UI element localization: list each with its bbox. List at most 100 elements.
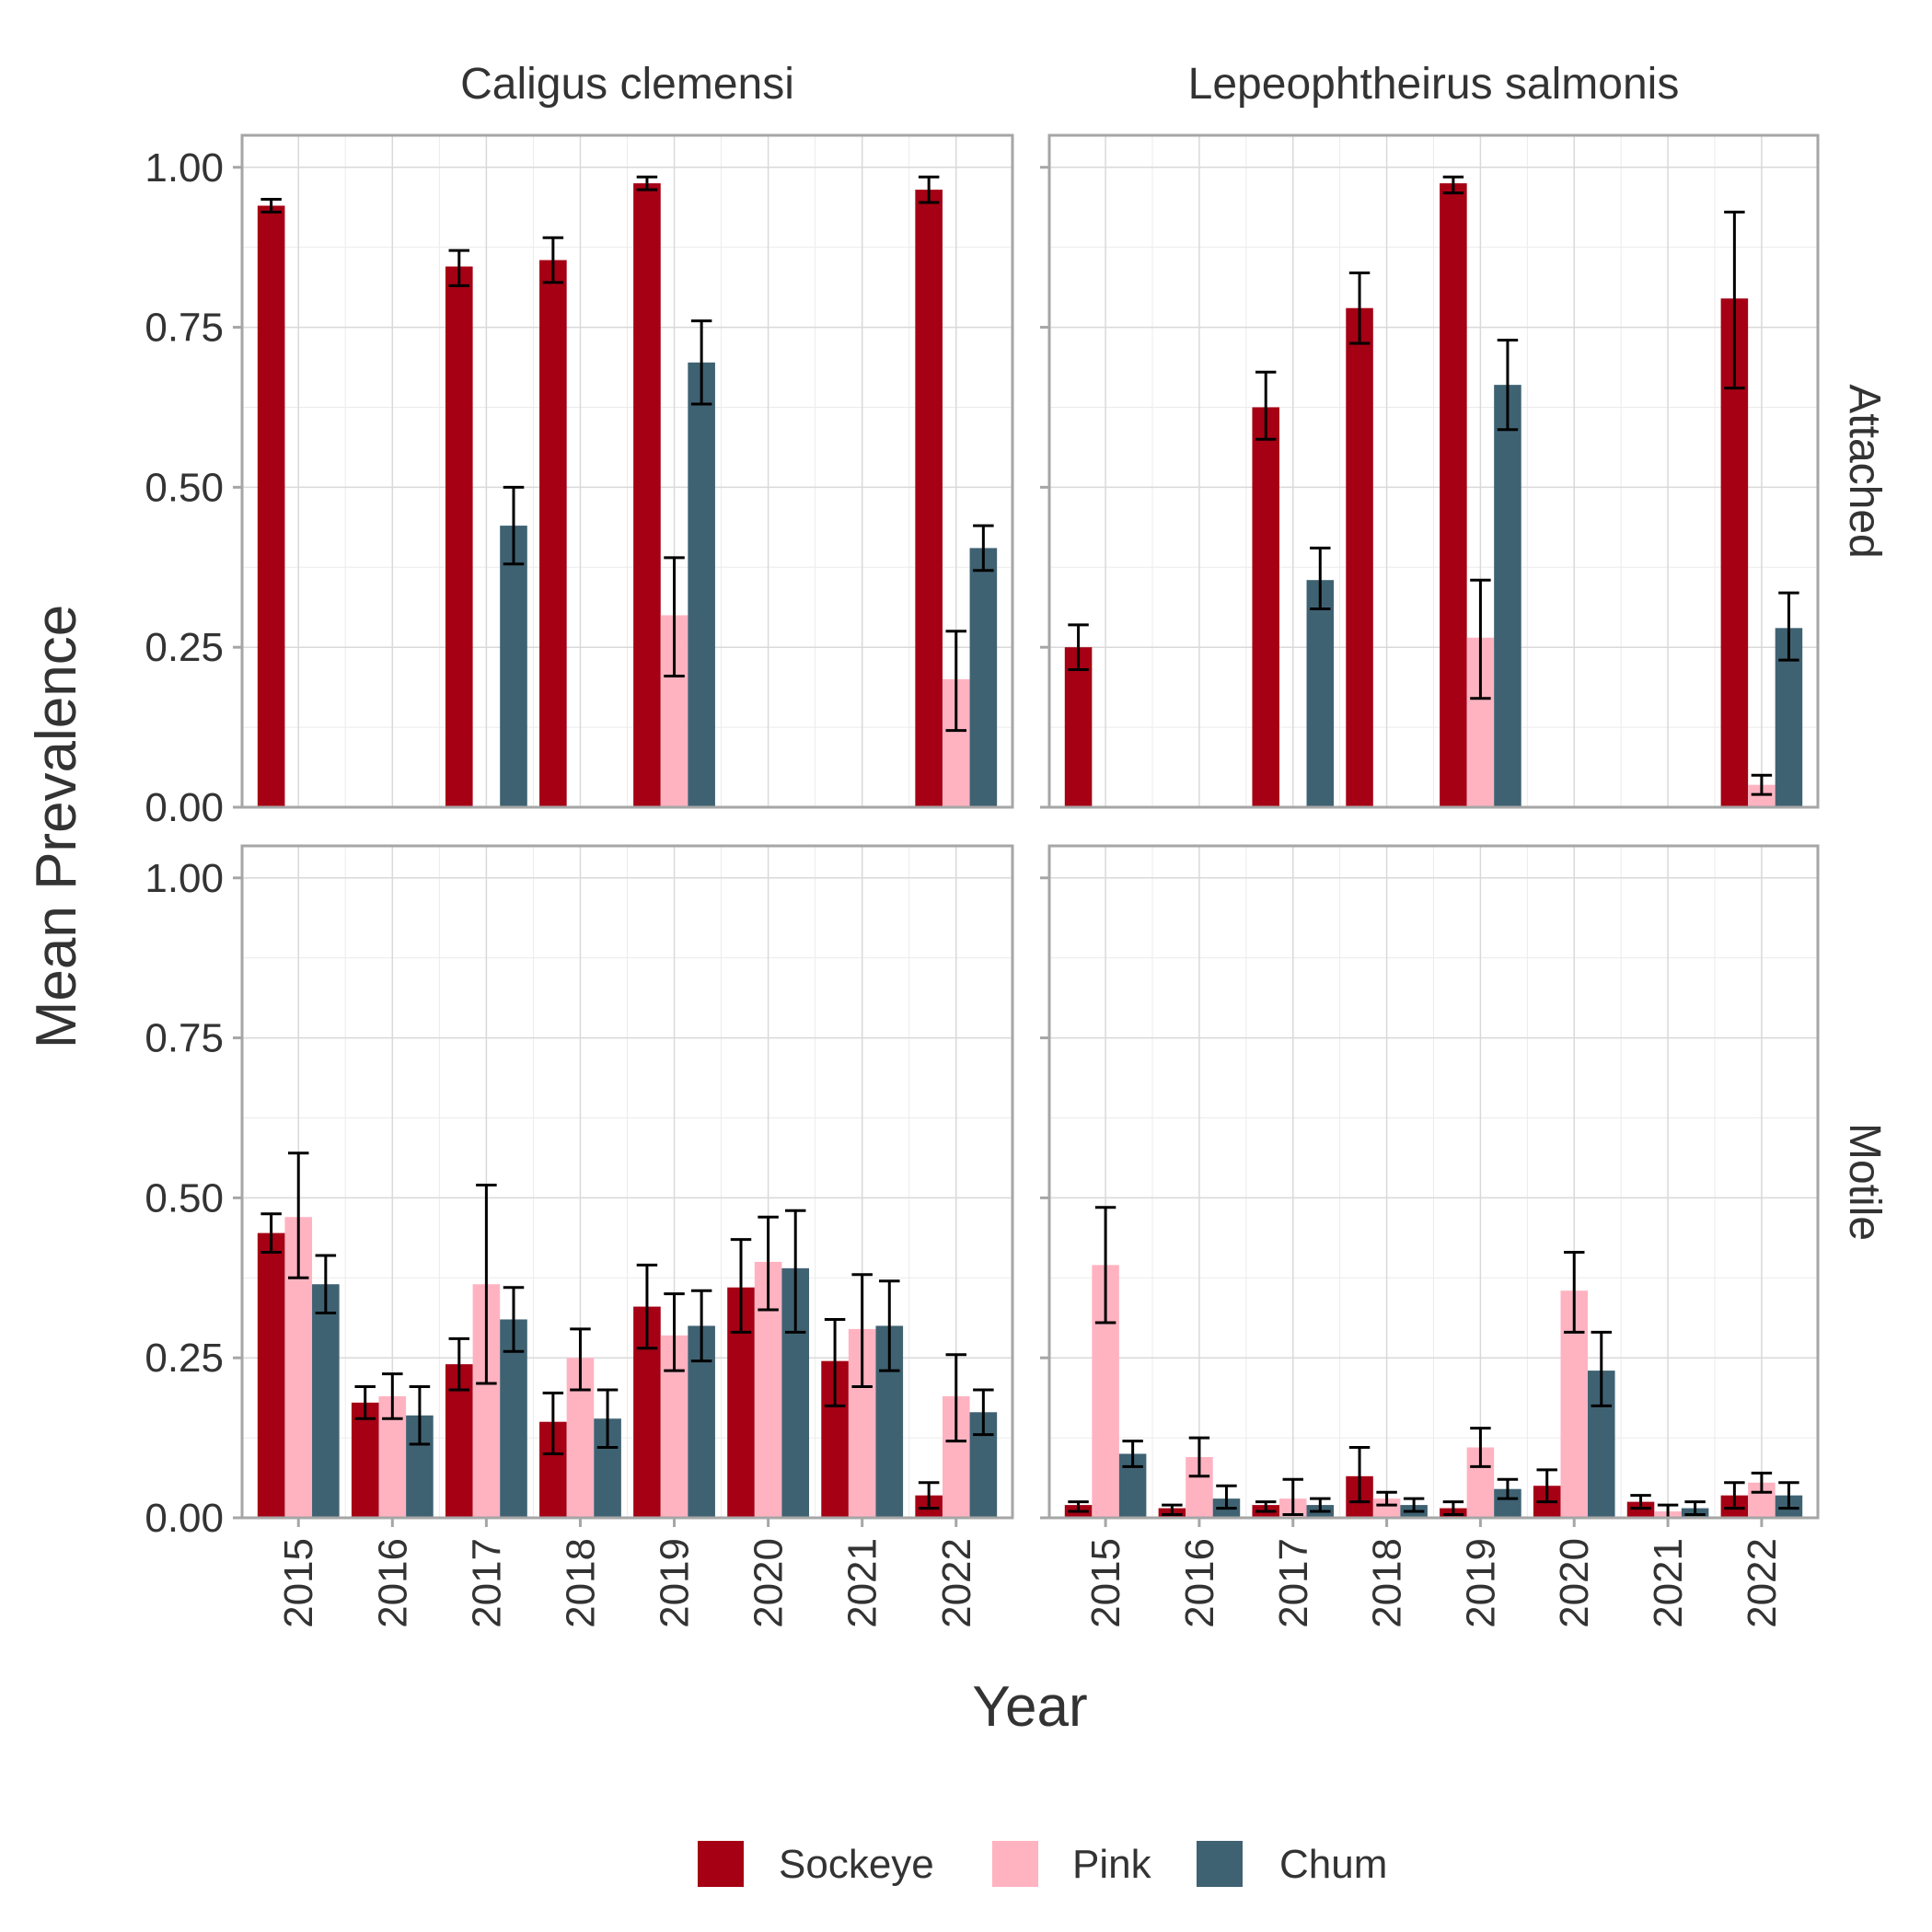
bar-chum-2017 xyxy=(1306,580,1335,807)
y-tick-label: 0.50 xyxy=(145,1175,224,1221)
x-tick-label: 2019 xyxy=(653,1538,698,1628)
x-tick-label: 2022 xyxy=(934,1538,979,1628)
panel-border xyxy=(240,133,1014,809)
error-bar-pink-2015 xyxy=(287,1151,309,1279)
x-tick-label: 2020 xyxy=(1552,1538,1597,1628)
legend: Sockeye Pink Chum xyxy=(698,1841,1387,1887)
y-axis-title: Mean Prevalence xyxy=(25,605,88,1049)
bar-chum-2019 xyxy=(688,362,715,807)
error-bar-chum-2017 xyxy=(503,485,525,566)
bar-sockeye-2017 xyxy=(445,266,473,807)
bar-chum-2015 xyxy=(312,1284,340,1518)
bar-pink-2018 xyxy=(1372,1498,1401,1518)
error-bar-chum-2019 xyxy=(690,319,712,406)
error-bar-pink-2017 xyxy=(476,1183,497,1385)
error-bar-chum-2020 xyxy=(784,1209,806,1334)
y-tick-label: 0.00 xyxy=(145,1496,224,1541)
error-bar-pink-2022 xyxy=(945,1353,967,1443)
x-tick-label: 2015 xyxy=(1083,1538,1128,1628)
error-bar-sockeye-2018 xyxy=(542,236,564,284)
error-bar-chum-2019 xyxy=(1497,338,1519,432)
x-tick-label: 2022 xyxy=(1740,1538,1785,1628)
x-tick-label: 2017 xyxy=(1271,1538,1316,1628)
column-facet-label-lepeophtheirus-salmonis: Lepeophtheirus salmonis xyxy=(1188,60,1680,109)
y-tick-label: 1.00 xyxy=(145,856,224,901)
error-bar-sockeye-2016 xyxy=(354,1384,376,1420)
error-bar-chum-2016 xyxy=(409,1384,431,1446)
x-tick-label: 2016 xyxy=(370,1538,415,1628)
panel-caligus-clemensi-motile: 0.00 0.25 0.50 0.75 1.00 2015 2016 2017 2018 2019… xyxy=(145,844,1014,1628)
error-bar-chum-2017 xyxy=(503,1286,525,1353)
x-axis-title: Year xyxy=(972,1675,1087,1739)
bar-sockeye-2019 xyxy=(1440,183,1467,808)
legend-label-chum: Chum xyxy=(1279,1842,1387,1887)
x-tick-label: 2015 xyxy=(276,1538,321,1628)
bar-sockeye-2015 xyxy=(257,1232,285,1518)
x-tick-label: 2018 xyxy=(558,1538,603,1628)
row-facet-label-motile: Motile xyxy=(1840,1123,1889,1241)
error-bar-chum-2015 xyxy=(1122,1440,1143,1468)
error-bar-pink-2018 xyxy=(1376,1490,1397,1507)
error-bar-pink-2020 xyxy=(1564,1250,1585,1334)
column-facet-label-caligus-clemensi: Caligus clemensi xyxy=(460,60,794,109)
error-bar-chum-2022 xyxy=(1778,1481,1799,1510)
bar-chum-2022 xyxy=(969,548,998,807)
x-tick-label: 2017 xyxy=(464,1538,509,1628)
error-bar-sockeye-2019 xyxy=(1442,1500,1464,1517)
error-bar-sockeye-2022 xyxy=(1724,1481,1745,1510)
error-bar-sockeye-2017 xyxy=(1255,370,1277,441)
error-bar-chum-2020 xyxy=(1591,1330,1612,1407)
error-bar-pink-2022 xyxy=(1751,1471,1773,1494)
legend-item-chum: Chum xyxy=(1197,1841,1387,1887)
bar-sockeye-2016 xyxy=(351,1402,379,1518)
x-tick-label: 2016 xyxy=(1177,1538,1222,1628)
error-bar-sockeye-2019 xyxy=(636,175,658,191)
error-bar-sockeye-2018 xyxy=(542,1391,564,1455)
legend-label-sockeye: Sockeye xyxy=(779,1842,934,1887)
legend-swatch-sockeye xyxy=(698,1841,744,1887)
bar-chum-2017 xyxy=(500,526,527,807)
panel-caligus-clemensi-attached: 0.00 0.25 0.50 0.75 1.00 xyxy=(145,133,1014,830)
error-bar-pink-2021 xyxy=(851,1273,873,1388)
error-bar-sockeye-2015 xyxy=(1068,1500,1089,1513)
error-bar-chum-2021 xyxy=(1684,1500,1706,1517)
error-bar-chum-2019 xyxy=(1497,1477,1519,1500)
error-bar-chum-2022 xyxy=(973,524,994,573)
error-bar-sockeye-2015 xyxy=(260,1212,282,1254)
x-tick-label: 2019 xyxy=(1458,1538,1503,1628)
bar-sockeye-2017 xyxy=(1252,407,1279,807)
bar-chum-2019 xyxy=(1494,385,1521,807)
panel-border xyxy=(240,844,1014,1520)
error-bar-chum-2018 xyxy=(596,1388,619,1450)
error-bar-pink-2018 xyxy=(570,1327,591,1392)
error-bar-sockeye-2021 xyxy=(824,1317,846,1407)
y-tick-label: 0.50 xyxy=(145,465,224,510)
bar-sockeye-2022 xyxy=(915,190,943,808)
x-tick-label: 2020 xyxy=(746,1538,792,1628)
x-tick-label: 2021 xyxy=(840,1538,885,1628)
panel-border xyxy=(1047,844,1820,1520)
y-tick-label: 0.00 xyxy=(145,785,224,830)
y-tick-label: 0.75 xyxy=(145,1016,224,1061)
legend-label-pink: Pink xyxy=(1072,1842,1152,1887)
error-bar-sockeye-2021 xyxy=(1630,1494,1651,1510)
error-bar-sockeye-2015 xyxy=(260,198,282,214)
error-bar-sockeye-2016 xyxy=(1162,1503,1183,1517)
bar-sockeye-2018 xyxy=(1346,307,1373,807)
error-bar-sockeye-2018 xyxy=(1348,271,1371,345)
error-bar-sockeye-2018 xyxy=(1348,1446,1371,1504)
error-bar-chum-2019 xyxy=(690,1289,712,1363)
error-bar-sockeye-2017 xyxy=(1255,1500,1277,1513)
error-bar-sockeye-2017 xyxy=(448,249,470,287)
y-tick-label: 0.25 xyxy=(145,1336,224,1381)
error-bar-sockeye-2022 xyxy=(918,175,940,204)
error-bar-chum-2021 xyxy=(879,1279,900,1372)
legend-swatch-chum xyxy=(1197,1841,1243,1887)
y-tick-label: 0.25 xyxy=(145,625,224,670)
panel-border xyxy=(1047,133,1820,809)
error-bar-chum-2017 xyxy=(1310,546,1331,610)
error-bar-pink-2017 xyxy=(1282,1477,1303,1517)
bar-sockeye-2019 xyxy=(633,183,661,808)
bar-sockeye-2018 xyxy=(539,260,567,808)
